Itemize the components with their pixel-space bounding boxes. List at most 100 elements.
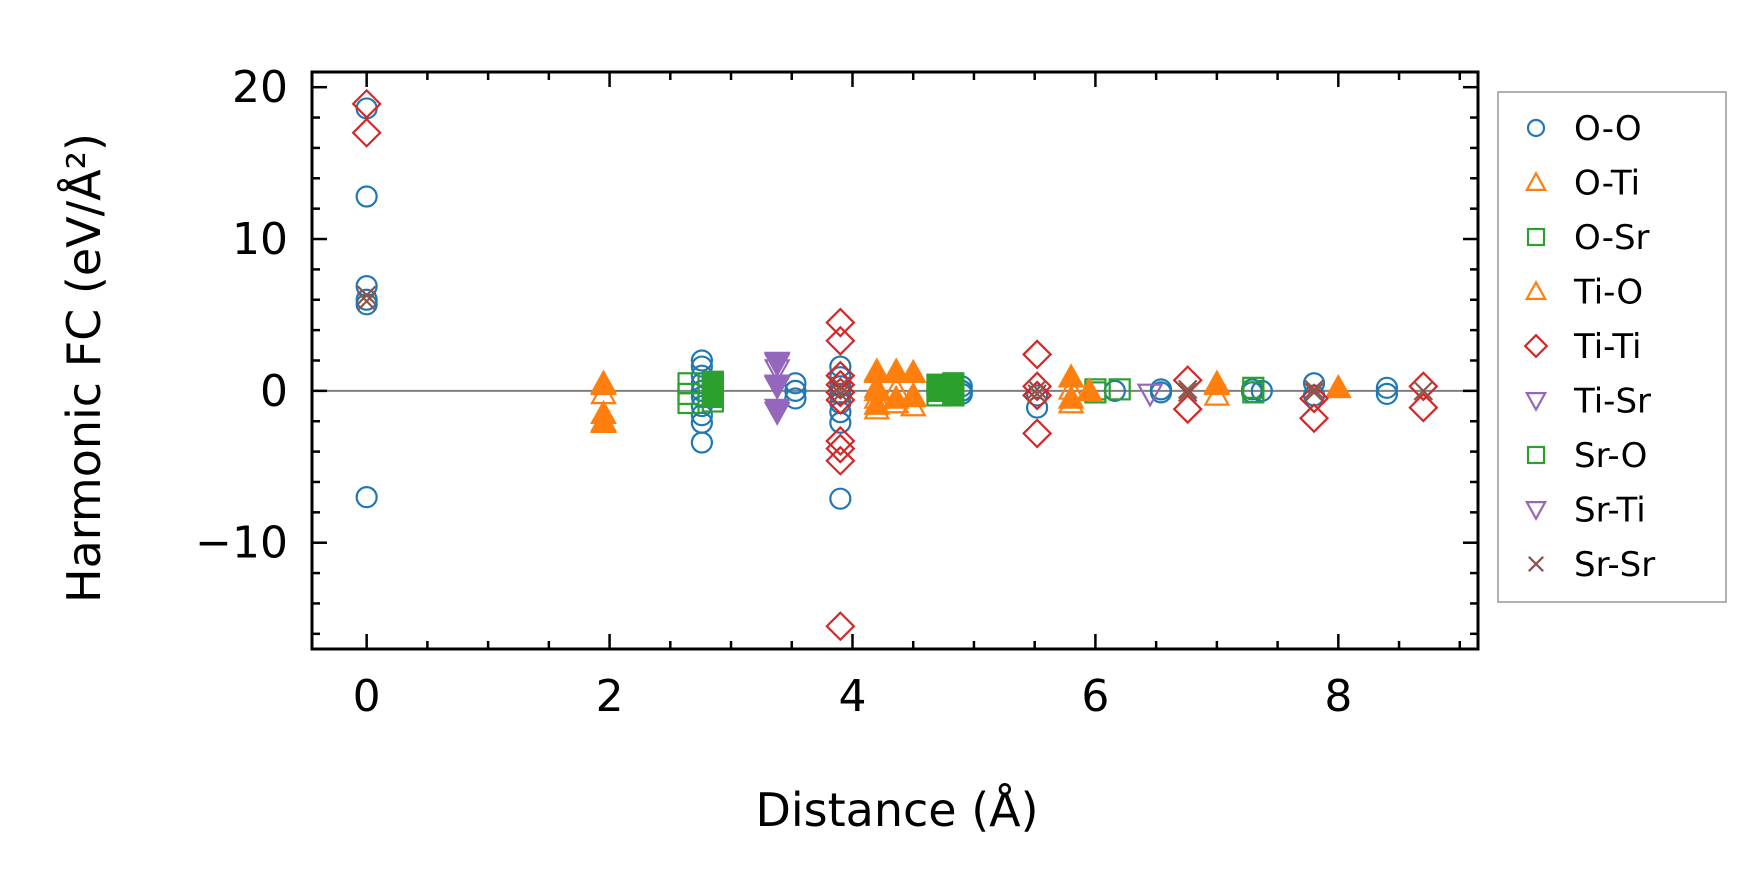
series-sr-o [701,372,965,409]
data-point-ti-o [1057,384,1085,409]
legend: O-O O-Ti O-Sr Ti-O Ti-Ti Ti-Sr Sr-O Sr-Ti Sr-Sr [1497,91,1727,603]
y-tick-label: −10 [195,518,288,569]
data-point-o-o [355,185,378,208]
series-ti-o [590,357,1352,434]
legend-item-ti-sr: Ti-Sr [1524,382,1651,422]
data-point-ti-o [590,369,617,394]
data-point-o-o [829,382,852,406]
data-point-o-o [690,349,713,372]
data-point-sr-sr [830,384,851,404]
data-point-ti-ti [825,307,856,338]
legend-item-o-o: O-O [1526,109,1642,149]
legend-label: Ti-Sr [1573,382,1651,422]
legend-marker [1523,333,1549,359]
data-point-o-o [1375,382,1399,406]
data-point-o-sr [677,391,700,415]
tick-labels: 0 2 4 6 8 −10 0 10 20 [195,62,1352,722]
legend-label: Ti-Ti [1573,327,1642,367]
data-point-sr-sr [1027,379,1047,400]
legend-marker [1526,118,1546,138]
legend-marker [1526,227,1546,247]
data-point-ti-ti [1298,383,1330,414]
data-point-ti-ti [825,425,856,457]
x-tick-label: 8 [1324,671,1352,722]
data-point-ti-o [899,358,927,383]
data-point-sr-sr [356,285,377,305]
series-ti-ti [351,88,1439,642]
data-point-ti-ti [825,377,856,408]
legend-item-ti-ti: Ti-Ti [1523,327,1642,367]
legend-label: O-O [1574,109,1642,149]
y-tick-label: 20 [232,62,288,113]
data-point-sr-sr [1027,384,1047,404]
data-point-ti-ti [1022,339,1053,370]
data-point-sr-sr [1413,381,1434,401]
legend-marker [1524,171,1548,191]
data-point-o-o [1375,376,1399,399]
data-point-ti-ti [351,88,382,119]
data-point-sr-ti [763,353,791,378]
data-point-sr-sr [830,376,851,397]
x-axis-label: Distance (Å) [755,783,1038,837]
legend-item-sr-ti: Sr-Ti [1524,491,1646,531]
legend-label: Ti-O [1573,273,1643,313]
x-tick-label: 4 [838,671,866,722]
data-point-ti-o [590,408,617,434]
data-point-ti-ti [1298,403,1330,434]
data-point-o-o [829,401,852,424]
legend-item-sr-sr: Sr-Sr [1528,545,1655,585]
legend-item-o-sr: O-Sr [1526,218,1650,258]
data-point-sr-sr [1177,379,1198,400]
data-point-o-o [1250,379,1273,402]
legend-item-sr-o: Sr-O [1526,436,1647,476]
data-point-ti-o [882,358,910,383]
data-point-o-o [355,486,378,509]
legend-label: Sr-O [1574,436,1647,476]
data-point-sr-ti [763,398,791,423]
data-point-ti-o [882,384,910,409]
legend-marker [1528,556,1544,572]
series-sr-ti [763,353,791,423]
data-point-ti-ti [1408,392,1439,423]
data-point-ti-ti [351,117,382,148]
y-tick-label: 0 [260,366,288,417]
data-point-o-o [355,97,378,120]
legend-marker [1526,445,1546,465]
data-point-o-o [1026,396,1049,419]
data-point-sr-sr [1304,379,1324,400]
legend-label: Sr-Sr [1574,545,1655,585]
x-tick-label: 6 [1081,671,1109,722]
y-tick-label: 10 [232,214,288,265]
data-point-o-o [1149,381,1173,404]
data-point-ti-o [1324,374,1352,399]
data-point-ti-ti [825,360,856,391]
data-point-ti-ti [825,369,856,400]
data-point-o-o [784,379,807,402]
data-point-ti-ti [1408,371,1439,402]
data-point-o-o [1026,384,1049,407]
data-point-ti-ti [1172,394,1203,425]
data-point-o-o [829,487,852,510]
data-points [351,88,1439,642]
x-tick-label: 2 [596,671,624,722]
data-point-sr-sr [356,291,377,312]
data-point-ti-ti [1022,418,1053,449]
legend-marker [1524,392,1548,412]
data-point-ti-ti [825,445,856,476]
data-point-o-sr [1242,381,1265,404]
data-point-ti-ti [825,611,856,642]
data-point-sr-sr [1177,382,1198,403]
legend-marker [1524,501,1548,521]
legend-marker [1524,280,1548,300]
data-point-o-o [690,431,713,454]
data-point-ti-sr [1136,383,1164,408]
data-point-ti-o [863,390,891,415]
data-point-o-o [784,387,807,410]
data-point-ti-ti [825,325,856,356]
data-point-ti-ti [825,433,856,464]
data-point-o-sr [1108,378,1131,401]
data-point-ti-o [899,383,927,408]
legend-label: O-Sr [1574,218,1650,258]
legend-item-o-ti: O-Ti [1524,164,1640,204]
